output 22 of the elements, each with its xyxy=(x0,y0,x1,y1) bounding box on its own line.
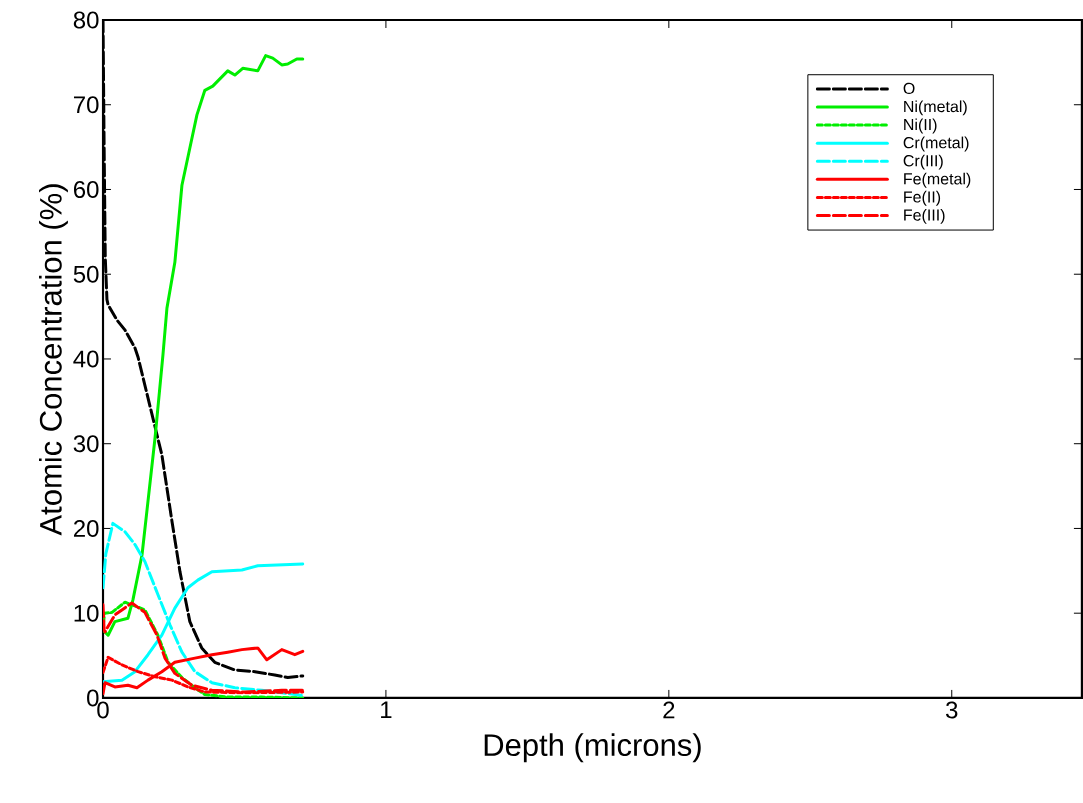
y-tick-label: 70 xyxy=(73,96,99,114)
legend-label: Cr(metal) xyxy=(903,136,969,152)
y-tick-label: 80 xyxy=(73,11,99,29)
y-tick-label: 20 xyxy=(73,519,99,537)
legend-label: Ni(II) xyxy=(904,118,937,134)
y-axis-title: Atomic Concentration (%) xyxy=(39,184,68,536)
legend-label: O xyxy=(903,82,915,95)
legend-label: Cr(III) xyxy=(903,154,943,170)
y-tick-label: 50 xyxy=(73,265,99,283)
legend-label: Fe(III) xyxy=(904,208,945,224)
y-tick-label: 0 xyxy=(87,689,99,707)
legend-label: Fe(II) xyxy=(904,190,941,206)
x-tick-label: 2 xyxy=(663,701,675,719)
legend-label: Fe(metal) xyxy=(904,172,971,188)
y-tick-label: 10 xyxy=(74,604,99,622)
y-tick-label: 40 xyxy=(73,350,99,368)
y-tick-label: 30 xyxy=(73,435,99,453)
legend-label: Ni(metal) xyxy=(904,100,967,116)
x-axis-title: Depth (microns) xyxy=(484,733,701,763)
x-tick-label: 3 xyxy=(946,701,958,719)
y-tick-label: 60 xyxy=(73,181,99,199)
x-tick-label: 1 xyxy=(381,701,392,719)
